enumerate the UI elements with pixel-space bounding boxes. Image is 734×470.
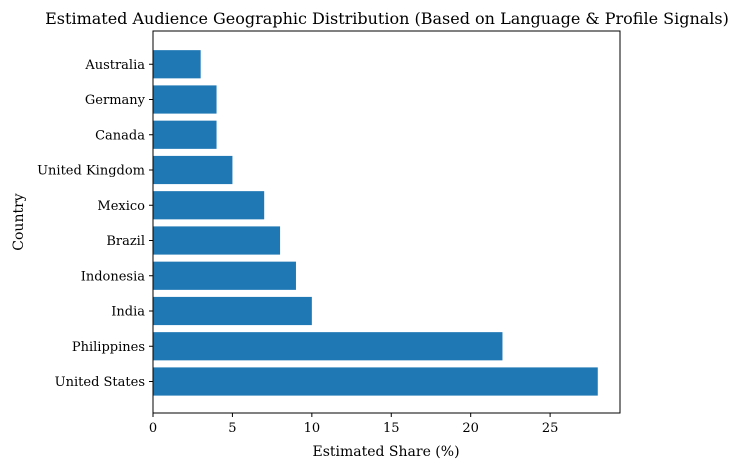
y-tick-label: United Kingdom bbox=[37, 164, 145, 179]
bar-philippines bbox=[153, 332, 503, 361]
bar-united-states bbox=[153, 367, 598, 396]
chart-title: Estimated Audience Geographic Distributi… bbox=[45, 9, 729, 28]
x-tick-label: 10 bbox=[304, 421, 321, 436]
plot-frame bbox=[152, 30, 621, 414]
y-axis-label: Country bbox=[11, 193, 27, 250]
y-tick-label: Canada bbox=[95, 128, 145, 143]
x-tick-label: 5 bbox=[228, 421, 236, 436]
y-tick-label: Philippines bbox=[72, 340, 145, 355]
y-tick-label: Germany bbox=[85, 93, 146, 108]
bar-mexico bbox=[153, 191, 265, 220]
y-tick-label: Indonesia bbox=[81, 269, 146, 284]
bar-canada bbox=[153, 120, 217, 149]
y-tick-label: United States bbox=[55, 375, 145, 390]
bar-brazil bbox=[153, 226, 281, 255]
x-tick-label: 20 bbox=[462, 421, 479, 436]
x-tick-label: 25 bbox=[542, 421, 559, 436]
bar-india bbox=[153, 296, 312, 326]
y-tick-label: Mexico bbox=[97, 199, 145, 214]
y-tick-label: Brazil bbox=[106, 234, 145, 249]
bar-united-kingdom bbox=[153, 155, 233, 185]
y-ticks-group: United States Philippines India Indonesia Br… bbox=[37, 58, 153, 390]
bar-indonesia bbox=[153, 261, 296, 290]
x-ticks-group: 0 5 10 15 20 25 bbox=[149, 413, 559, 436]
x-tick-label: 15 bbox=[383, 421, 400, 436]
bar-germany bbox=[153, 85, 217, 114]
x-tick-label: 0 bbox=[149, 421, 157, 436]
y-tick-label: India bbox=[111, 305, 145, 320]
y-tick-label: Australia bbox=[84, 58, 145, 73]
x-axis-label: Estimated Share (%) bbox=[312, 444, 459, 460]
bar-australia bbox=[153, 50, 201, 79]
bars-group bbox=[153, 50, 598, 396]
